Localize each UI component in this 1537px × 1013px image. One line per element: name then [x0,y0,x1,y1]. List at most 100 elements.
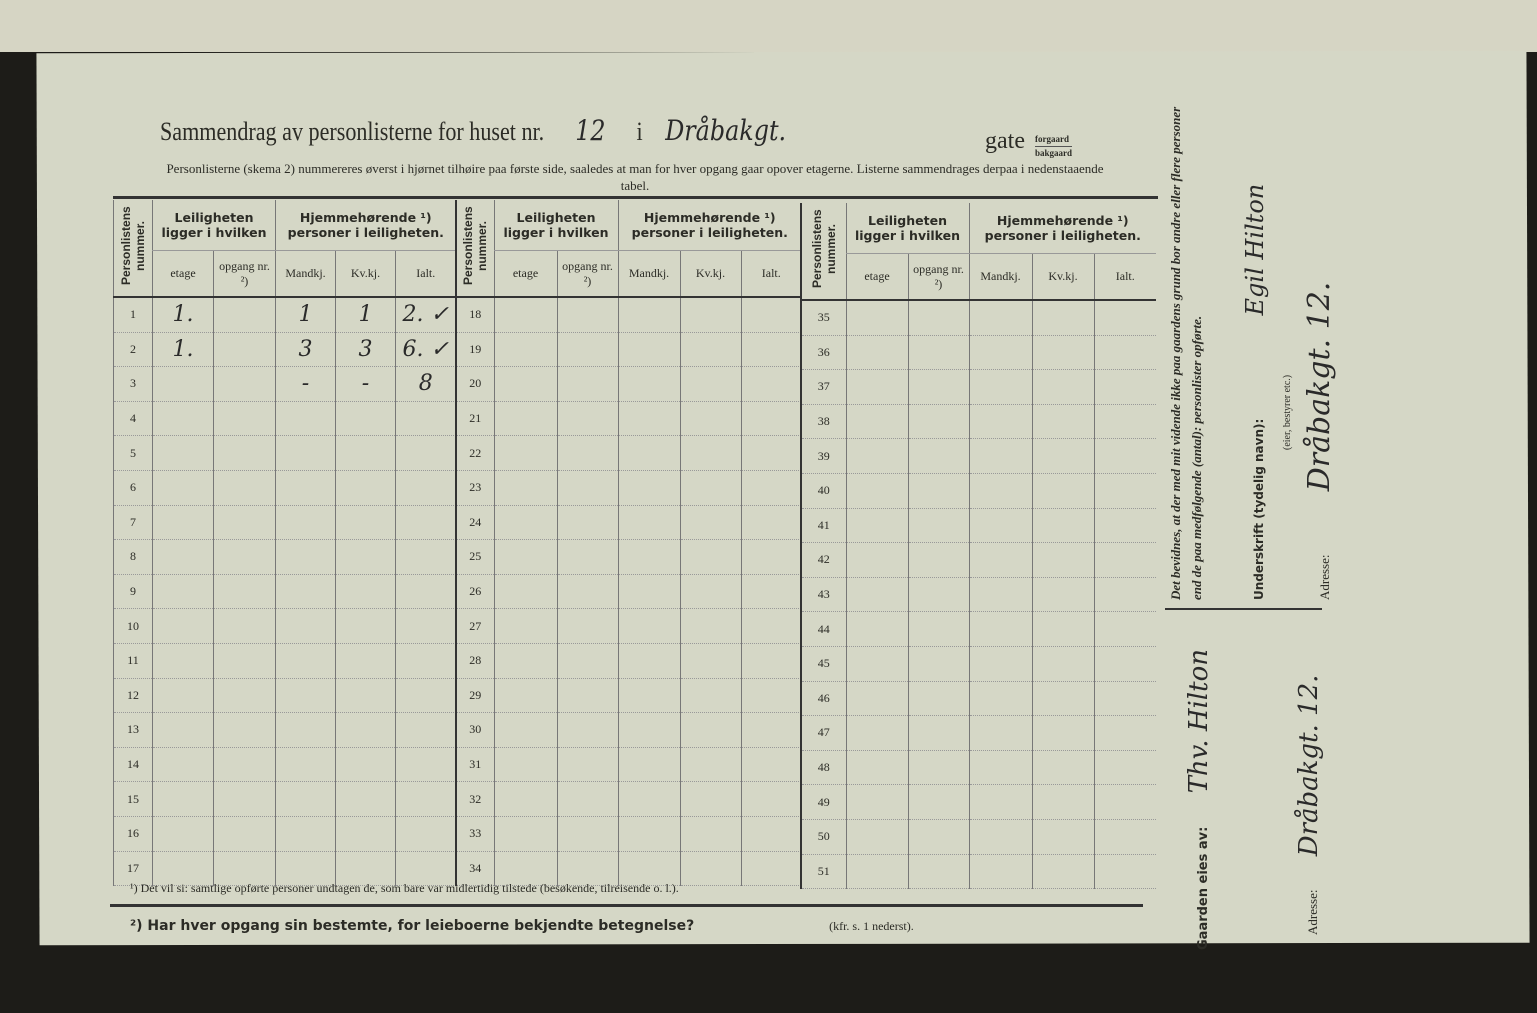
cell-kvkj[interactable] [335,851,396,887]
cell-mandkj[interactable] [275,678,336,714]
cell-kvkj[interactable]: - [335,366,396,402]
cell-kvkj[interactable] [679,712,741,748]
cell-ialt[interactable] [740,608,802,644]
cell-opgang[interactable] [556,712,618,748]
cell-opgang[interactable] [907,819,969,855]
cell-kvkj[interactable] [335,747,396,783]
cell-etage[interactable] [152,401,214,437]
cell-kvkj[interactable] [1031,335,1094,371]
cell-mandkj[interactable] [617,574,680,610]
cell-kvkj[interactable] [335,470,396,506]
cell-mandkj[interactable] [968,542,1032,578]
cell-opgang[interactable] [907,577,969,613]
cell-mandkj[interactable] [968,681,1032,717]
cell-opgang[interactable] [213,851,276,887]
cell-opgang[interactable] [556,539,618,575]
cell-kvkj[interactable] [1031,784,1094,820]
cell-kvkj[interactable] [1031,438,1094,474]
cell-etage[interactable] [845,611,908,647]
cell-etage[interactable] [845,819,908,855]
cell-kvkj[interactable] [1031,300,1094,336]
cell-etage[interactable] [845,681,908,717]
cell-opgang[interactable] [556,608,618,644]
cell-mandkj[interactable] [617,366,680,402]
cell-ialt[interactable] [394,816,456,852]
cell-ialt[interactable] [740,435,802,471]
cell-opgang[interactable] [907,404,969,440]
cell-opgang[interactable] [907,369,969,405]
cell-kvkj[interactable] [679,574,741,610]
cell-ialt[interactable] [1093,750,1157,786]
cell-etage[interactable] [152,574,214,610]
cell-etage[interactable] [152,712,214,748]
cell-ialt[interactable] [740,401,802,437]
cell-opgang[interactable] [907,750,969,786]
cell-opgang[interactable] [213,678,276,714]
cell-opgang[interactable] [907,646,969,682]
cell-opgang[interactable] [907,681,969,717]
cell-etage[interactable] [845,335,908,371]
cell-etage[interactable] [845,300,908,336]
cell-etage[interactable] [493,401,557,437]
cell-opgang[interactable] [907,508,969,544]
cell-etage[interactable] [152,816,214,852]
cell-ialt[interactable] [394,505,456,541]
cell-mandkj[interactable] [275,816,336,852]
cell-mandkj[interactable] [617,505,680,541]
cell-opgang[interactable] [556,747,618,783]
cell-mandkj[interactable] [617,781,680,817]
cell-etage[interactable] [845,784,908,820]
cell-etage[interactable] [152,678,214,714]
cell-mandkj[interactable] [275,747,336,783]
cell-kvkj[interactable] [1031,681,1094,717]
cell-ialt[interactable] [1093,508,1157,544]
cell-opgang[interactable] [907,473,969,509]
cell-etage[interactable] [493,608,557,644]
cell-mandkj[interactable] [275,401,336,437]
cell-opgang[interactable] [213,816,276,852]
cell-etage[interactable] [493,435,557,471]
cell-etage[interactable] [152,505,214,541]
cell-ialt[interactable] [1093,300,1157,336]
cell-opgang[interactable] [907,611,969,647]
cell-kvkj[interactable] [679,816,741,852]
cell-mandkj[interactable] [968,508,1032,544]
cell-ialt[interactable] [740,505,802,541]
cell-kvkj[interactable] [335,781,396,817]
cell-etage[interactable] [152,366,214,402]
cell-mandkj[interactable] [968,473,1032,509]
cell-opgang[interactable] [556,851,618,887]
cell-ialt[interactable] [740,678,802,714]
cell-mandkj[interactable] [275,470,336,506]
cell-mandkj[interactable] [275,435,336,471]
cell-mandkj[interactable] [275,712,336,748]
cell-ialt[interactable] [394,851,456,887]
cell-opgang[interactable] [213,332,276,368]
cell-etage[interactable] [845,854,908,890]
cell-kvkj[interactable] [1031,646,1094,682]
cell-ialt[interactable] [740,816,802,852]
cell-kvkj[interactable] [679,366,741,402]
cell-etage[interactable] [493,643,557,679]
cell-kvkj[interactable] [1031,508,1094,544]
cell-etage[interactable] [493,297,557,333]
cell-opgang[interactable] [556,505,618,541]
cell-etage[interactable] [493,747,557,783]
cell-ialt[interactable] [394,678,456,714]
cell-kvkj[interactable] [679,851,741,887]
cell-mandkj[interactable] [968,819,1032,855]
cell-etage[interactable] [493,539,557,575]
cell-ialt[interactable] [394,712,456,748]
cell-mandkj[interactable] [275,505,336,541]
cell-ialt[interactable] [394,643,456,679]
cell-opgang[interactable] [213,574,276,610]
cell-kvkj[interactable] [679,401,741,437]
cell-mandkj[interactable] [968,577,1032,613]
cell-ialt[interactable] [394,401,456,437]
cell-mandkj[interactable] [968,335,1032,371]
cell-etage[interactable] [493,851,557,887]
cell-ialt[interactable] [394,470,456,506]
cell-kvkj[interactable] [1031,542,1094,578]
cell-kvkj[interactable] [679,747,741,783]
cell-etage[interactable] [845,438,908,474]
